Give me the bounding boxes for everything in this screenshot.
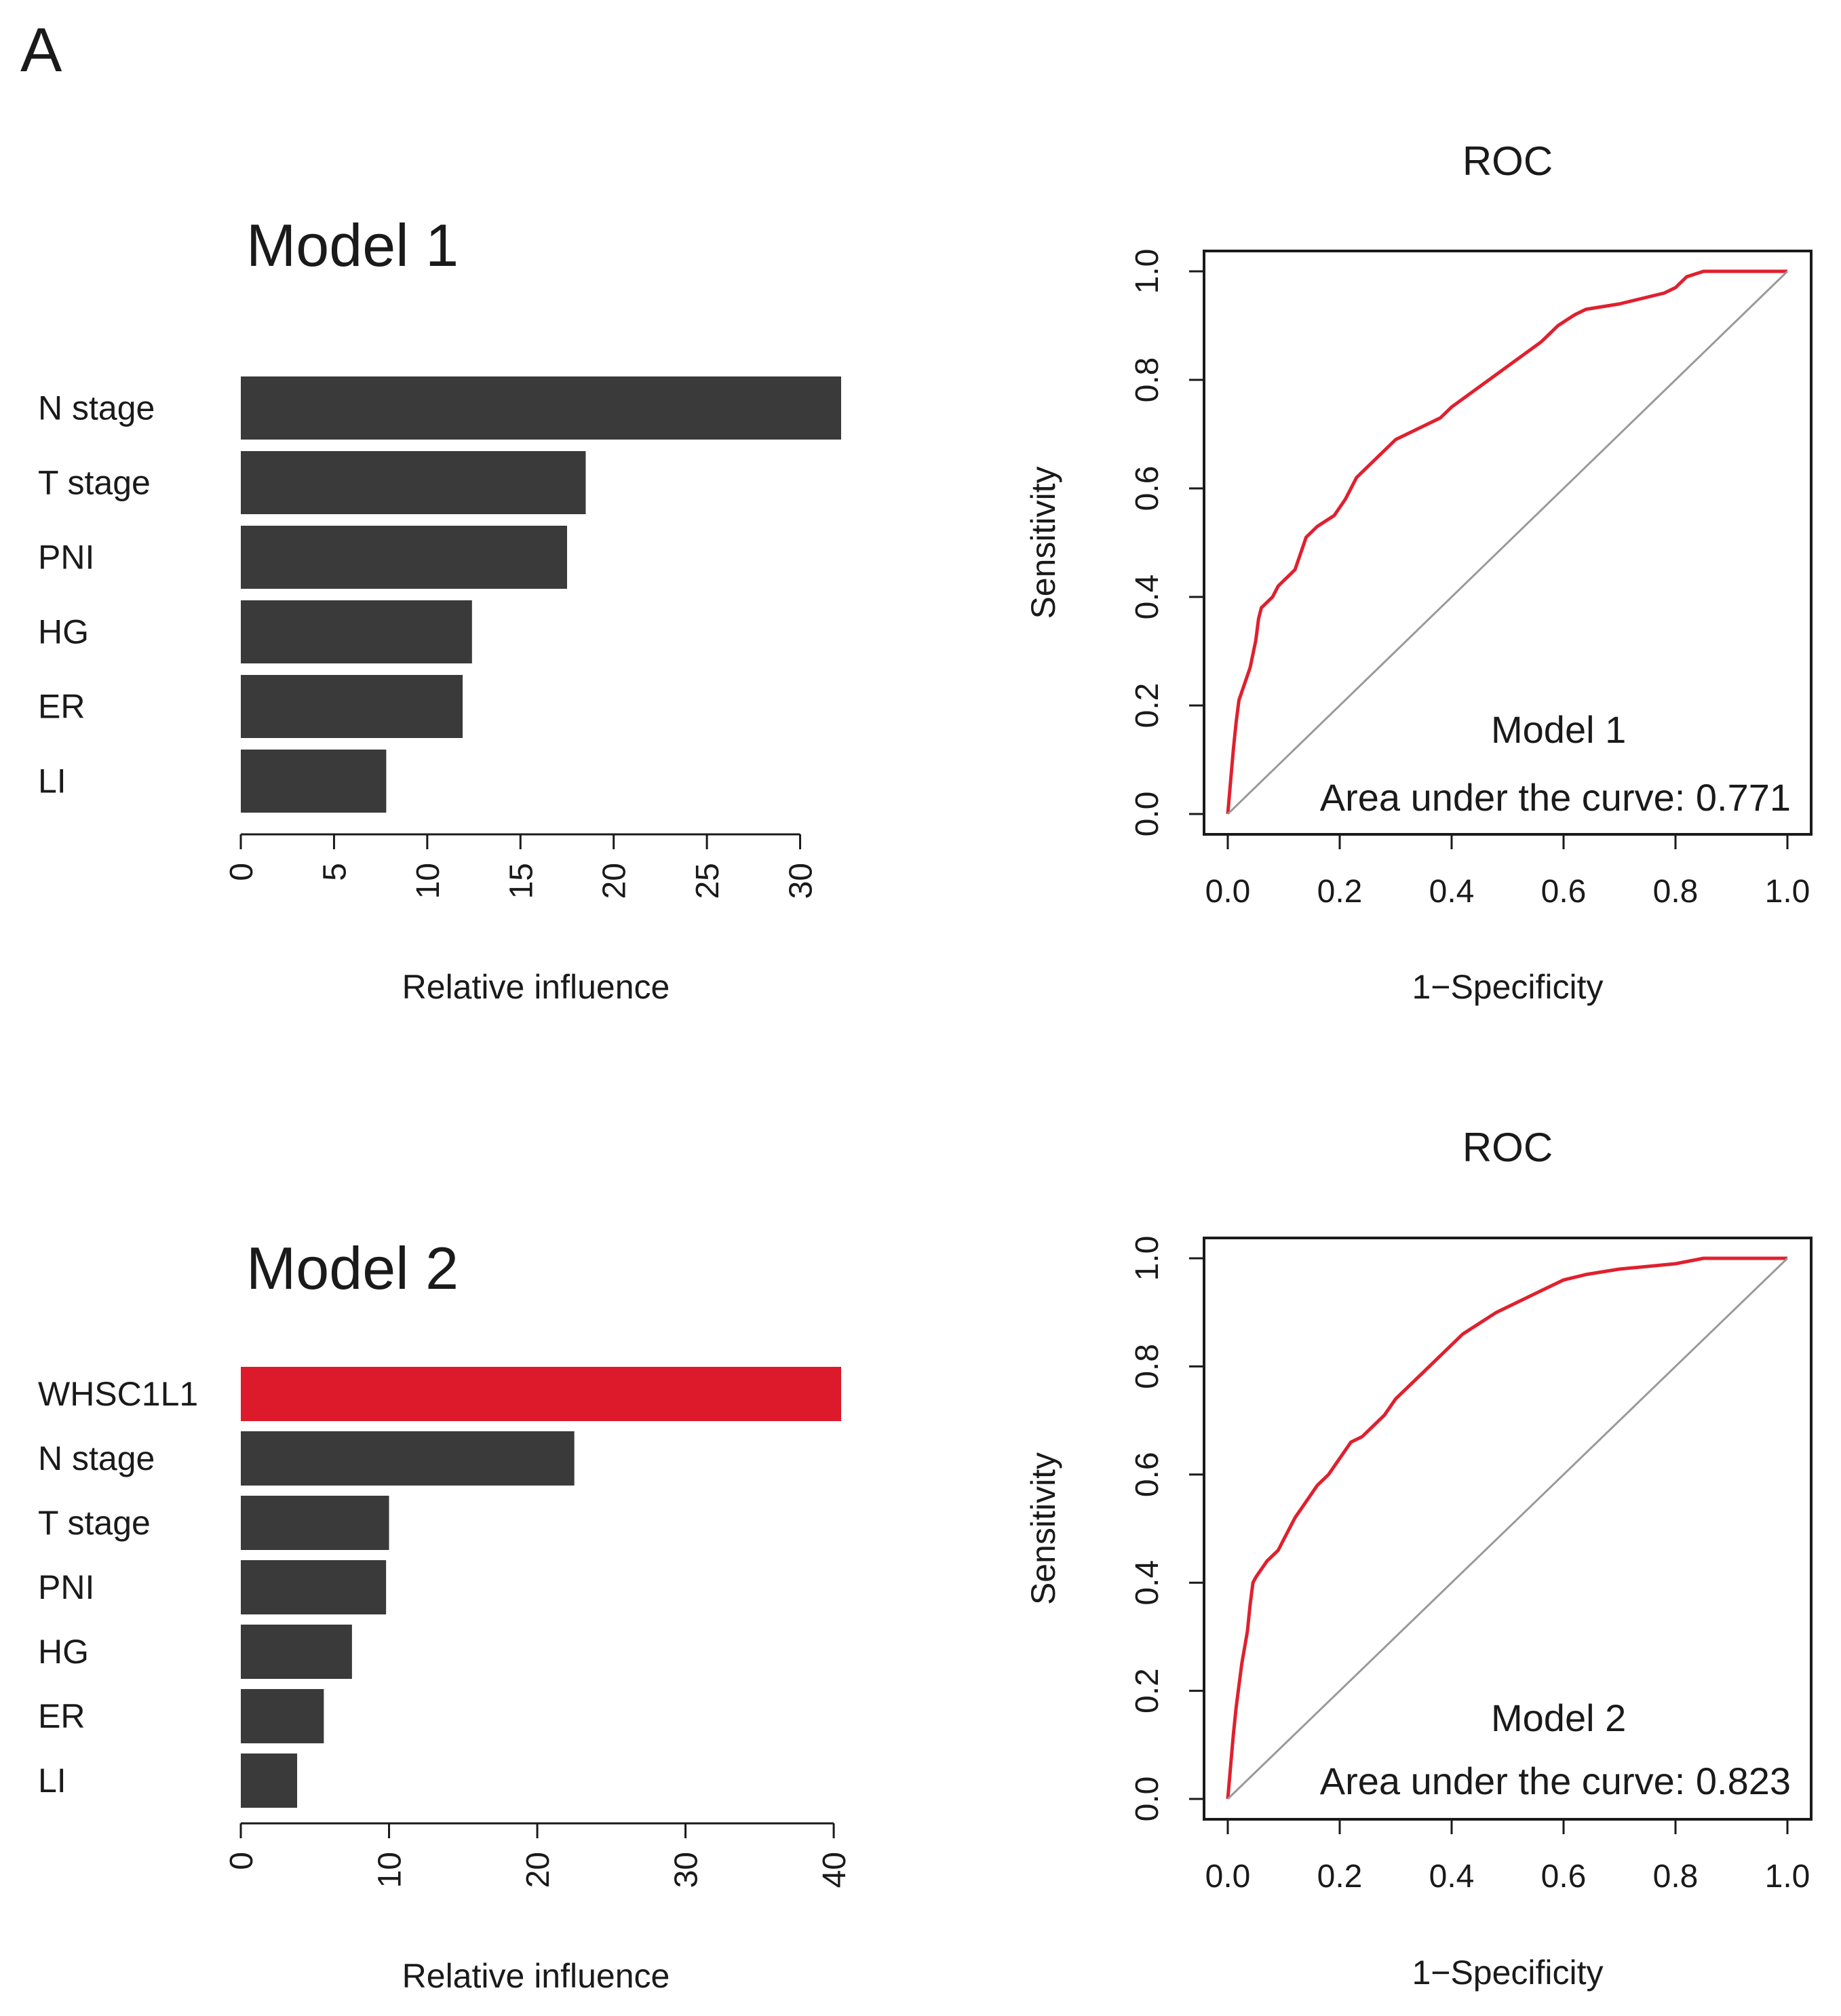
x-axis-label: Relative influence — [402, 1957, 670, 1995]
model1-roc-chart: ROC 0.0 0.2 0.4 0.6 0.8 1.0 0.0 0.2 0.4 0.6 0.8 1.0 1… — [1024, 138, 1813, 1006]
y-tick-label: 0.4 — [1129, 575, 1165, 620]
bar-whsc1l1 — [241, 1367, 841, 1421]
panel-label: A — [20, 16, 62, 85]
category-label: PNI — [38, 1568, 94, 1606]
bar-hg — [241, 600, 472, 663]
category-label: T stage — [38, 1504, 151, 1542]
x-axis-label: 1−Specificity — [1412, 1954, 1603, 1992]
y-axis-label: Sensitivity — [1024, 466, 1062, 619]
bar-hg — [241, 1625, 352, 1679]
x-tick-label: 20 — [520, 1852, 556, 1888]
bar-pni — [241, 526, 567, 589]
model-annotation: Model 1 — [1491, 708, 1626, 751]
category-label: HG — [38, 613, 89, 651]
roc-curve — [1226, 269, 1787, 815]
category-label: LI — [38, 1762, 66, 1800]
category-label: WHSC1L1 — [38, 1375, 198, 1413]
x-tick-label: 0 — [224, 1852, 260, 1870]
y-tick-label: 1.0 — [1129, 249, 1165, 294]
x-tick-label: 0.4 — [1429, 874, 1475, 910]
x-tick-label: 15 — [503, 863, 539, 899]
y-tick-label: 0.2 — [1129, 1668, 1165, 1713]
category-label: N stage — [38, 1439, 155, 1477]
model2-roc-chart: ROC 0.0 0.2 0.4 0.6 0.8 1.0 0.0 0.2 0.4 0.6 0.8 1.0 1… — [1024, 1125, 1813, 1992]
category-label: ER — [38, 688, 85, 726]
chart-title: ROC — [1462, 138, 1553, 184]
x-tick-label: 25 — [690, 863, 726, 899]
y-tick-label: 0.4 — [1129, 1560, 1165, 1606]
y-axis-label: Sensitivity — [1024, 1452, 1062, 1605]
x-tick-label: 1.0 — [1765, 874, 1810, 910]
y-tick-label: 0.0 — [1129, 792, 1165, 837]
roc-curve — [1226, 1256, 1787, 1800]
x-tick-label: 1.0 — [1765, 1859, 1810, 1895]
bar-li — [241, 750, 387, 813]
y-tick-label: 0.8 — [1129, 1344, 1165, 1389]
x-tick-label: 0.2 — [1317, 874, 1363, 910]
y-tick-label: 0.6 — [1129, 466, 1165, 511]
x-tick-label: 0.0 — [1205, 1859, 1251, 1895]
auc-annotation: Area under the curve: 0.771 — [1320, 776, 1791, 819]
category-label: ER — [38, 1697, 85, 1735]
category-label: T stage — [38, 464, 151, 502]
x-tick-label: 40 — [817, 1852, 853, 1888]
model1-bar-chart: Model 1 N stage T stage PNI HG ER LI 0 5 10 15 20 25… — [38, 212, 841, 1006]
reference-diagonal-line — [1226, 270, 1789, 815]
x-tick-label: 0.2 — [1317, 1859, 1363, 1895]
x-tick-label: 0.8 — [1653, 874, 1699, 910]
x-tick-label: 0.8 — [1653, 1859, 1699, 1895]
x-axis-label: 1−Specificity — [1412, 968, 1603, 1006]
x-tick-label: 0.6 — [1541, 874, 1587, 910]
y-tick-label: 1.0 — [1129, 1236, 1165, 1281]
auc-annotation: Area under the curve: 0.823 — [1320, 1760, 1791, 1802]
bar-li — [241, 1753, 298, 1808]
bar-er — [241, 675, 463, 738]
model2-bar-chart: Model 2 WHSC1L1 N stage T stage PNI HG ER LI 0 10… — [38, 1235, 853, 1995]
x-tick-label: 0 — [224, 863, 260, 881]
bar-er — [241, 1689, 324, 1743]
x-tick-label: 30 — [783, 863, 819, 899]
x-tick-label: 0.6 — [1541, 1859, 1587, 1895]
category-label: PNI — [38, 539, 94, 577]
x-axis-label: Relative influence — [402, 968, 670, 1006]
bar-t-stage — [241, 451, 586, 514]
bar-pni — [241, 1560, 387, 1614]
x-tick-label: 10 — [410, 863, 446, 899]
bar-n-stage — [241, 376, 841, 440]
x-tick-label: 0.0 — [1205, 874, 1251, 910]
model-annotation: Model 2 — [1491, 1697, 1626, 1739]
x-tick-label: 30 — [669, 1852, 705, 1888]
chart-title: Model 1 — [246, 212, 459, 279]
y-tick-label: 0.0 — [1129, 1777, 1165, 1822]
category-label: LI — [38, 762, 66, 800]
chart-title: Model 2 — [246, 1235, 459, 1302]
category-label: N stage — [38, 389, 155, 427]
y-tick-label: 0.6 — [1129, 1452, 1165, 1497]
bar-t-stage — [241, 1496, 389, 1550]
x-tick-label: 10 — [372, 1852, 408, 1888]
x-tick-label: 0.4 — [1429, 1859, 1475, 1895]
y-tick-label: 0.8 — [1129, 357, 1165, 403]
reference-diagonal-line — [1226, 1257, 1789, 1800]
bar-n-stage — [241, 1431, 575, 1486]
x-tick-label: 20 — [597, 863, 633, 899]
category-label: HG — [38, 1633, 89, 1671]
x-tick-label: 5 — [317, 863, 353, 881]
y-tick-label: 0.2 — [1129, 683, 1165, 729]
chart-title: ROC — [1462, 1125, 1553, 1170]
